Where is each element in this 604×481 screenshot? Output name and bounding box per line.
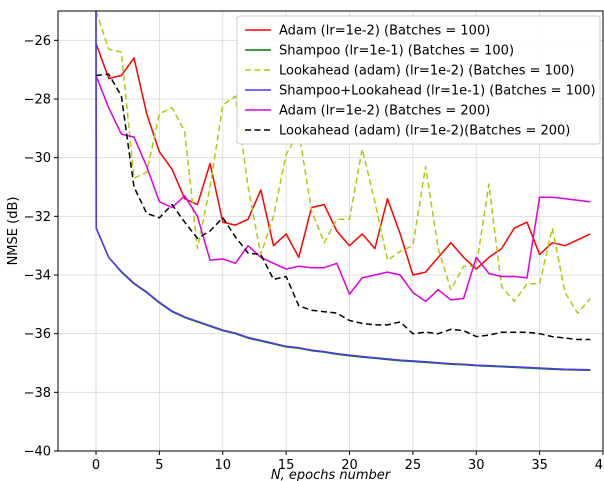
series-line-4 — [95, 11, 591, 371]
y-tick-label: −30 — [24, 151, 51, 166]
y-tick-label: −40 — [24, 445, 51, 460]
x-tick-label: 20 — [341, 458, 358, 473]
y-tick-label: −26 — [24, 34, 51, 49]
legend-entry: Lookahead (adam) (lr=1e-2) (Batches = 10… — [279, 64, 575, 79]
x-tick-label: 25 — [405, 458, 422, 473]
x-axis-label: N, epochs number — [271, 468, 392, 481]
plot-area — [95, 11, 591, 372]
legend-entry: Lookahead (adam) (lr=1e-2)(Batches = 200… — [279, 124, 570, 139]
plot-frame — [57, 10, 604, 452]
series-lines — [95, 11, 591, 372]
series-line-1 — [95, 43, 591, 276]
legend-frame — [236, 15, 601, 145]
x-tick-label: 15 — [278, 458, 295, 473]
x-tick-label: 30 — [468, 458, 485, 473]
x-axis-ticks: 0 5 10 15 20 25 30 35 40 — [92, 451, 604, 473]
y-tick-label: −32 — [24, 210, 51, 225]
x-tick-label: 5 — [155, 458, 163, 473]
y-axis-label: NMSE (dB) — [6, 197, 21, 266]
x-tick-label: 35 — [531, 458, 548, 473]
y-tick-label: −28 — [24, 93, 51, 108]
legend-entry: Adam (lr=1e-2) (Batches = 100) — [279, 24, 490, 39]
x-tick-label: 10 — [214, 458, 231, 473]
series-line-3 — [95, 11, 591, 314]
series-line-6 — [95, 73, 591, 341]
y-tick-label: −38 — [24, 386, 51, 401]
x-tick-label: 40 — [595, 458, 604, 473]
y-tick-label: −34 — [24, 269, 51, 284]
legend-entry: Shampoo (lr=1e-1) (Batches = 100) — [279, 44, 514, 59]
y-axis-ticks: −40 −38 −36 −34 −32 −30 −28 −26 — [24, 34, 58, 460]
series-line-5 — [95, 75, 591, 303]
legend: Adam (lr=1e-2) (Batches = 100) Shampoo (l… — [236, 15, 601, 145]
legend-entry: Shampoo+Lookahead (lr=1e-1) (Batches = 1… — [279, 84, 596, 99]
legend-entry: Adam (lr=1e-2) (Batches = 200) — [279, 104, 490, 119]
y-tick-label: −36 — [24, 327, 51, 342]
x-tick-label: 0 — [92, 458, 100, 473]
